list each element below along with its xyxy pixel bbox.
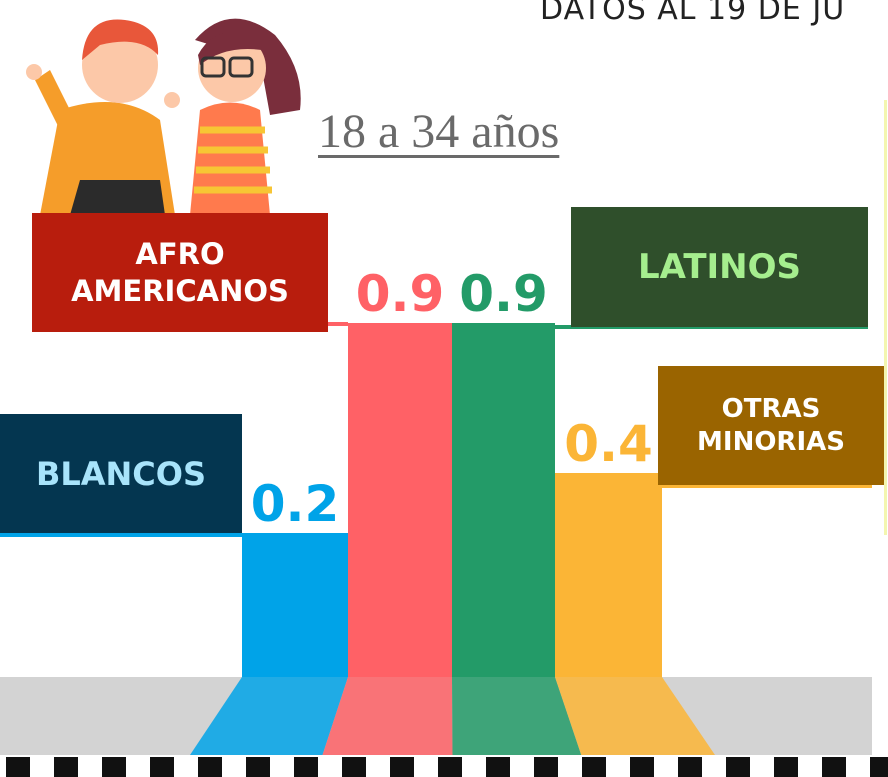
checker-square: [486, 757, 510, 777]
value-label: 0.9: [356, 265, 445, 323]
checker-border: [6, 757, 888, 777]
checker-square: [6, 757, 30, 777]
category-label: OTRAS MINORIAS: [676, 393, 866, 458]
checker-square: [870, 757, 888, 777]
side-panel-edge: [884, 100, 887, 535]
category-label: LATINOS: [638, 246, 801, 289]
checker-square: [534, 757, 558, 777]
category-label-box: LATINOS: [571, 207, 868, 327]
value-label: 0.4: [564, 415, 653, 473]
category-label-box: OTRAS MINORIAS: [658, 366, 884, 485]
checker-square: [294, 757, 318, 777]
category-label-box: AFRO AMERICANOS: [32, 213, 328, 332]
bar: [555, 473, 662, 677]
checker-square: [342, 757, 366, 777]
checker-square: [54, 757, 78, 777]
value-label: 0.2: [251, 475, 340, 533]
bar: [452, 323, 555, 677]
checker-square: [198, 757, 222, 777]
checker-square: [102, 757, 126, 777]
chart-title: 18 a 34 años: [318, 104, 559, 159]
infographic: 0.2 0.90.9 0.4 DATOS AL 19 DE JU 18 a 34 a…: [0, 0, 888, 777]
checker-square: [726, 757, 750, 777]
checker-square: [774, 757, 798, 777]
checker-square: [246, 757, 270, 777]
bar: [242, 533, 348, 677]
checker-square: [390, 757, 414, 777]
value-label: 0.9: [459, 265, 548, 323]
header: DATOS AL 19 DE JU: [540, 0, 845, 27]
checker-square: [438, 757, 462, 777]
bar: [348, 323, 452, 677]
category-label: BLANCOS: [36, 454, 206, 494]
checker-square: [630, 757, 654, 777]
illustration: [26, 19, 301, 215]
checker-square: [678, 757, 702, 777]
checker-square: [150, 757, 174, 777]
category-label: AFRO AMERICANOS: [50, 236, 310, 309]
checker-square: [582, 757, 606, 777]
category-label-box: BLANCOS: [0, 414, 242, 533]
checker-square: [822, 757, 846, 777]
